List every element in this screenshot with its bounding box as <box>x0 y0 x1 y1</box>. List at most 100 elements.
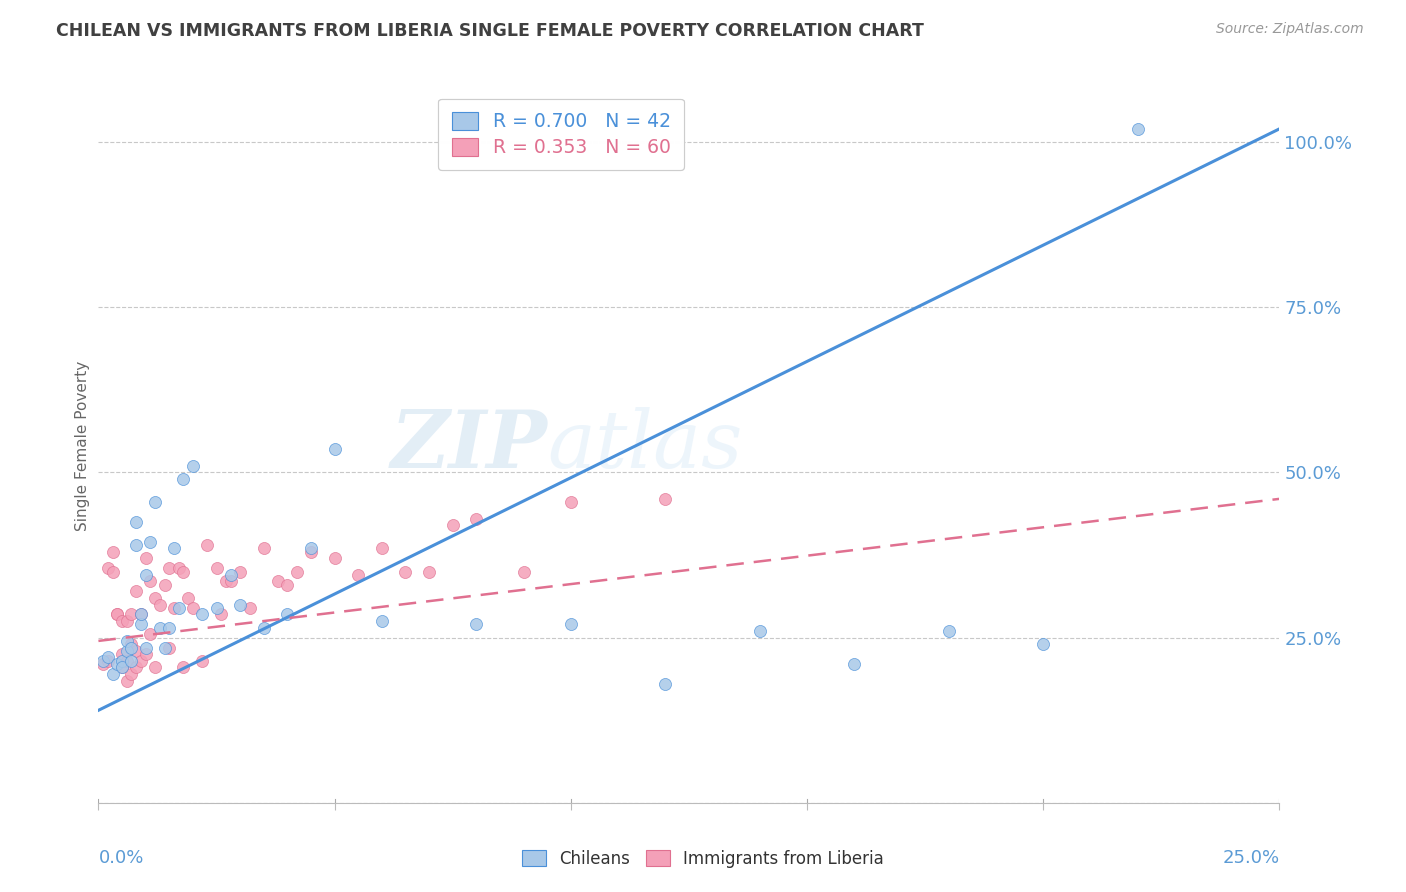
Point <box>371 541 394 556</box>
Point <box>205 561 228 575</box>
Point <box>938 624 960 638</box>
Point <box>125 660 148 674</box>
Point <box>172 565 194 579</box>
Point <box>97 654 120 668</box>
Point <box>105 607 128 622</box>
Point <box>219 574 242 589</box>
Point <box>239 600 262 615</box>
Point <box>115 644 138 658</box>
Point <box>143 495 166 509</box>
Point <box>149 598 172 612</box>
Point <box>209 607 232 622</box>
Point <box>205 600 228 615</box>
Point <box>748 624 770 638</box>
Point <box>276 578 298 592</box>
Point <box>560 617 582 632</box>
Point <box>172 472 194 486</box>
Point <box>125 644 148 658</box>
Point <box>163 600 186 615</box>
Point <box>181 458 204 473</box>
Point <box>560 495 582 509</box>
Point <box>299 545 322 559</box>
Point <box>323 551 346 566</box>
Point <box>394 565 416 579</box>
Point <box>129 607 152 622</box>
Point <box>101 545 124 559</box>
Point <box>276 607 298 622</box>
Point <box>285 565 308 579</box>
Point <box>121 654 143 668</box>
Point <box>157 561 180 575</box>
Point <box>267 574 290 589</box>
Point <box>115 654 138 668</box>
Point <box>91 657 114 671</box>
Text: 25.0%: 25.0% <box>1222 849 1279 867</box>
Point <box>115 634 138 648</box>
Point <box>167 600 190 615</box>
Point <box>129 654 152 668</box>
Legend: R = 0.700   N = 42, R = 0.353   N = 60: R = 0.700 N = 42, R = 0.353 N = 60 <box>439 99 683 170</box>
Point <box>347 567 370 582</box>
Point <box>167 561 190 575</box>
Legend: Chileans, Immigrants from Liberia: Chileans, Immigrants from Liberia <box>516 844 890 875</box>
Point <box>129 607 152 622</box>
Point <box>111 647 134 661</box>
Point <box>125 515 148 529</box>
Text: Source: ZipAtlas.com: Source: ZipAtlas.com <box>1216 22 1364 37</box>
Point <box>143 660 166 674</box>
Point <box>253 621 276 635</box>
Point <box>215 574 238 589</box>
Point <box>125 584 148 599</box>
Point <box>172 660 194 674</box>
Text: ZIP: ZIP <box>391 408 547 484</box>
Point <box>418 565 440 579</box>
Point <box>115 614 138 628</box>
Point <box>844 657 866 671</box>
Point <box>139 627 162 641</box>
Point <box>121 667 143 681</box>
Point <box>121 637 143 651</box>
Point <box>371 614 394 628</box>
Point <box>111 660 134 674</box>
Point <box>323 442 346 457</box>
Point <box>253 541 276 556</box>
Point <box>465 617 488 632</box>
Point <box>139 574 162 589</box>
Point <box>143 591 166 605</box>
Point <box>121 640 143 655</box>
Point <box>191 654 214 668</box>
Point <box>157 640 180 655</box>
Point <box>121 607 143 622</box>
Point <box>219 567 242 582</box>
Point <box>512 565 534 579</box>
Point <box>101 667 124 681</box>
Point <box>97 561 120 575</box>
Point <box>135 640 157 655</box>
Point <box>111 660 134 674</box>
Point <box>135 647 157 661</box>
Y-axis label: Single Female Poverty: Single Female Poverty <box>75 361 90 531</box>
Point <box>163 541 186 556</box>
Point <box>229 598 252 612</box>
Point <box>97 650 120 665</box>
Point <box>135 567 157 582</box>
Point <box>229 565 252 579</box>
Point <box>125 538 148 552</box>
Text: atlas: atlas <box>547 408 742 484</box>
Point <box>157 621 180 635</box>
Point <box>105 657 128 671</box>
Point <box>465 511 488 525</box>
Text: 0.0%: 0.0% <box>98 849 143 867</box>
Point <box>181 600 204 615</box>
Point <box>195 538 218 552</box>
Point <box>111 654 134 668</box>
Point <box>654 677 676 691</box>
Point <box>1032 637 1054 651</box>
Point <box>129 617 152 632</box>
Point <box>177 591 200 605</box>
Point <box>153 640 176 655</box>
Point <box>1126 121 1149 136</box>
Point <box>299 541 322 556</box>
Point <box>149 621 172 635</box>
Point <box>654 491 676 506</box>
